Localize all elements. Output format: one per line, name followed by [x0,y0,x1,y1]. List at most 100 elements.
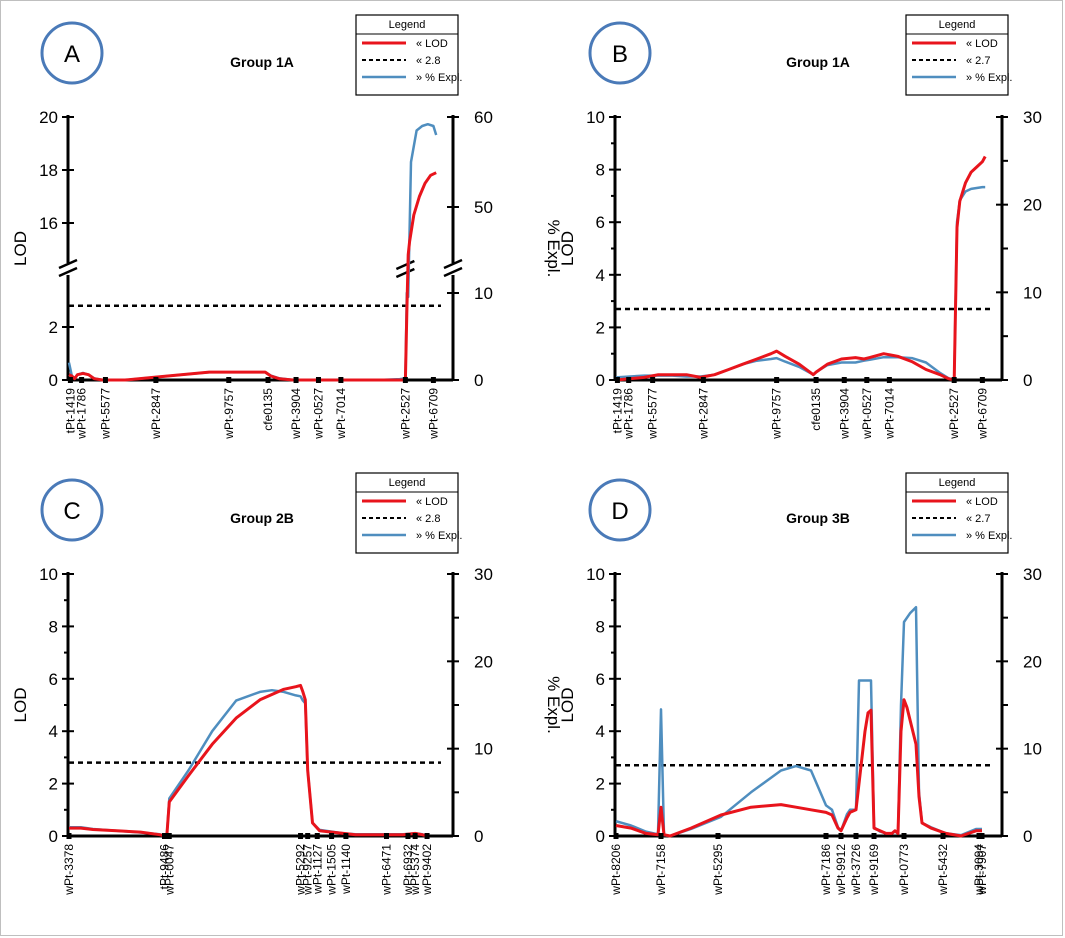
panel-b-legend-title: Legend [939,19,976,31]
panel-d-marker-tick-5 [853,833,859,839]
panel-a-marker-label-2: wPt-5577 [98,388,112,440]
panel-c-marker-label-2: wPt-0047 [162,844,176,896]
panel-a-marker-tick-0 [67,377,73,383]
panel-b-legend-entry-1: « 2.7 [966,55,990,67]
panel-a-left-tick-label-4: 20 [39,108,58,127]
panel-b-marker-tick-5 [813,377,819,383]
panel-a-left-tick-label-1: 2 [49,318,58,337]
panel-a-y-axis-title: LOD [11,231,30,266]
panel-b-left-tick-label-2: 4 [596,266,605,285]
panel-d-legend-box [905,472,1009,554]
panel-b-marker-tick-9 [951,377,957,383]
panel-b-right-tick-label-3: 30 [1023,108,1042,127]
panel-b-marker-tick-8 [886,377,892,383]
panel-d-marker-tick-8 [940,833,946,839]
panel-a-legend-title: Legend [389,19,426,31]
panel-d-right-tick-label-2: 20 [1023,652,1042,671]
chart-panel-a: A Group 1A Legend « LOD « 2.8 » % Expl. 0 2 16 18… [11,14,563,440]
panel-a-left-tick-label-0: 0 [49,371,58,390]
panel-b-right-tick-label-2: 20 [1023,196,1042,215]
panel-c-marker-label-8: wPt-6471 [379,844,393,896]
panel-d-left-tick-label-5: 10 [586,565,605,584]
panel-b-left-tick-label-3: 6 [596,213,605,232]
panel-c-title: Group 2B [230,510,294,526]
panel-b-marker-label-1: wPt-1786 [622,388,636,440]
chart-panel-b: B Group 1A Legend « LOD « 2.7 » % Expl. 0 2 4 6 8 1… [558,14,1042,440]
panel-d-right-tick-label-3: 30 [1023,565,1042,584]
panel-b-marker-tick-7 [864,377,870,383]
panel-b-marker-label-6: wPt-3904 [837,388,851,440]
panel-c-marker-label-10: wPt-5374 [408,844,422,896]
panel-d-marker-tick-7 [901,833,907,839]
panel-c-marker-tick-7 [343,833,349,839]
panel-d-left-tick-label-4: 8 [596,617,605,636]
panel-a-marker-label-7: wPt-0527 [311,388,325,440]
panel-c-y-axis-title: LOD [11,688,30,723]
panel-a-series-lod-line [68,171,437,382]
panel-d-marker-tick-6 [871,833,877,839]
panel-c-marker-label-6: wPt-1505 [325,844,339,896]
panel-a-legend-entry-1: « 2.8 [416,55,440,67]
panel-c-legend-box [355,472,459,554]
panel-b-marker-label-9: wPt-2527 [947,388,961,440]
panel-c-right-tick-label-2: 20 [474,652,493,671]
panel-b-marker-label-3: wPt-2847 [696,388,710,440]
chart-panel-d: D Group 3B Legend « LOD « 2.7 » % Expl. 0 2 4 6 8 1… [558,472,1042,896]
panel-d-left-tick-label-3: 6 [596,670,605,689]
panel-a-letter: A [64,41,80,68]
panel-d-marker-tick-4 [838,833,844,839]
panel-c-marker-tick-9 [405,833,411,839]
panel-a-marker-tick-7 [315,377,321,383]
panel-b-marker-tick-2 [650,377,656,383]
panel-b-legend-entry-0: « LOD [966,38,998,50]
panel-b-marker-label-10: wPt-6709 [975,388,989,440]
panel-a-left-tick-label-2: 16 [39,214,58,233]
panel-c-letter-circle [40,478,104,542]
panel-c-marker-label-5: wPt-1127 [310,844,324,895]
panel-a-marker-label-8: wPt-7014 [334,388,348,440]
panel-c-right-tick-label-1: 10 [474,740,493,759]
panel-a-legend-box [355,14,459,96]
panel-a-right-axis-break [443,258,463,278]
panel-b-marker-tick-4 [774,377,780,383]
panel-b-series-lod-line [615,155,987,382]
panel-a-marker-label-10: wPt-6709 [426,388,440,440]
panel-d-title: Group 3B [786,510,850,526]
panel-c-left-tick-label-1: 2 [49,775,58,794]
panel-a-marker-tick-5 [265,377,271,383]
panel-c-marker-tick-11 [424,833,430,839]
panel-d-marker-label-10: wPt-7907 [975,844,989,896]
panel-b-left-tick-label-5: 10 [586,108,605,127]
panel-a-marker-label-4: wPt-9757 [222,388,236,440]
panel-b-marker-tick-10 [979,377,985,383]
panel-d-marker-label-2: wPt-5295 [711,844,725,896]
panel-d-marker-label-1: wPt-7158 [654,844,668,896]
panel-c-marker-tick-8 [383,833,389,839]
panel-a-series-pct-expl-line [67,122,438,382]
panel-b-letter-circle [588,21,652,85]
panel-c-marker-label-11: wPt-9402 [420,844,434,896]
panel-a-title: Group 1A [230,54,294,70]
panel-b-title: Group 1A [786,54,850,70]
panel-a-y2-axis-title: % Expl. [544,220,563,278]
panel-a-marker-label-1: wPt-1786 [75,388,89,440]
panel-d-marker-tick-2 [715,833,721,839]
panel-c-letter: C [63,498,80,525]
panel-c-right-tick-label-3: 30 [474,565,493,584]
panel-d-marker-label-9: wPt-3094 [972,844,986,896]
panel-b-marker-label-8: wPt-7014 [882,388,896,440]
panel-d-marker-tick-10 [979,833,985,839]
panel-a-right-tick-label-0: 0 [474,371,483,390]
panel-b-y-axis-title: LOD [558,231,577,266]
panel-c-marker-label-9: wPt-6932 [401,844,415,896]
panel-c-marker-label-1: tPt-9486 [157,844,171,890]
panel-b-legend-box [905,14,1009,96]
panel-c-legend-title: Legend [389,477,426,489]
panel-a-marker-tick-2 [102,377,108,383]
panel-b-marker-label-7: wPt-0527 [860,388,874,440]
panel-a-marker-tick-3 [153,377,159,383]
panel-a-marker-label-6: wPt-3904 [289,388,303,440]
panel-d-marker-tick-3 [823,833,829,839]
panel-d-marker-label-5: wPt-3726 [849,844,863,896]
